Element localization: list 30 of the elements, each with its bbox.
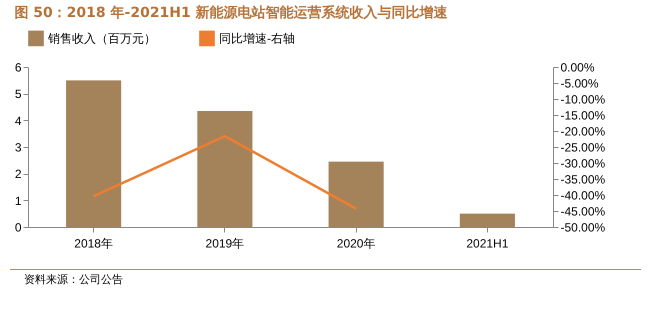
bar xyxy=(460,214,515,227)
x-tick-label: 2021H1 xyxy=(466,236,509,250)
y2-tick-label: -50.00% xyxy=(560,220,606,234)
y2-tick-label: 0.00% xyxy=(560,60,595,74)
bar xyxy=(328,162,384,227)
y2-tick-label: -45.00% xyxy=(560,204,606,218)
bar xyxy=(66,80,122,227)
y-tick-label: 3 xyxy=(14,140,22,154)
bar xyxy=(197,111,252,227)
y2-tick-label: -20.00% xyxy=(560,124,606,138)
y2-tick-label: -35.00% xyxy=(560,172,606,186)
chart-title: 图 50：2018 年-2021H1 新能源电站智能运营系统收入与同比增速 xyxy=(14,4,449,21)
y2-tick-label: -30.00% xyxy=(560,156,606,170)
y2-tick-label: -10.00% xyxy=(560,92,606,106)
x-tick-label: 2018年 xyxy=(74,236,113,250)
y2-tick-label: -15.00% xyxy=(560,108,606,122)
y-tick-label: 1 xyxy=(14,194,22,208)
x-tick-label: 2019年 xyxy=(206,236,244,250)
legend-label: 销售收入（百万元） xyxy=(47,31,156,46)
x-tick-label: 2020年 xyxy=(336,236,376,250)
y2-tick-label: -25.00% xyxy=(560,140,606,154)
y2-tick-label: -5.00% xyxy=(560,76,599,90)
y-tick-label: 5 xyxy=(14,87,22,102)
y-tick-label: 4 xyxy=(14,114,22,128)
text: 资料来源：公司公告 xyxy=(10,269,641,287)
y2-tick-label: -40.00% xyxy=(560,188,606,202)
legend-label: 同比增速-右轴 xyxy=(219,31,295,46)
y-tick-label: 6 xyxy=(14,60,22,74)
y-tick-label: 2 xyxy=(14,167,22,182)
y-tick-label: 0 xyxy=(14,220,22,234)
